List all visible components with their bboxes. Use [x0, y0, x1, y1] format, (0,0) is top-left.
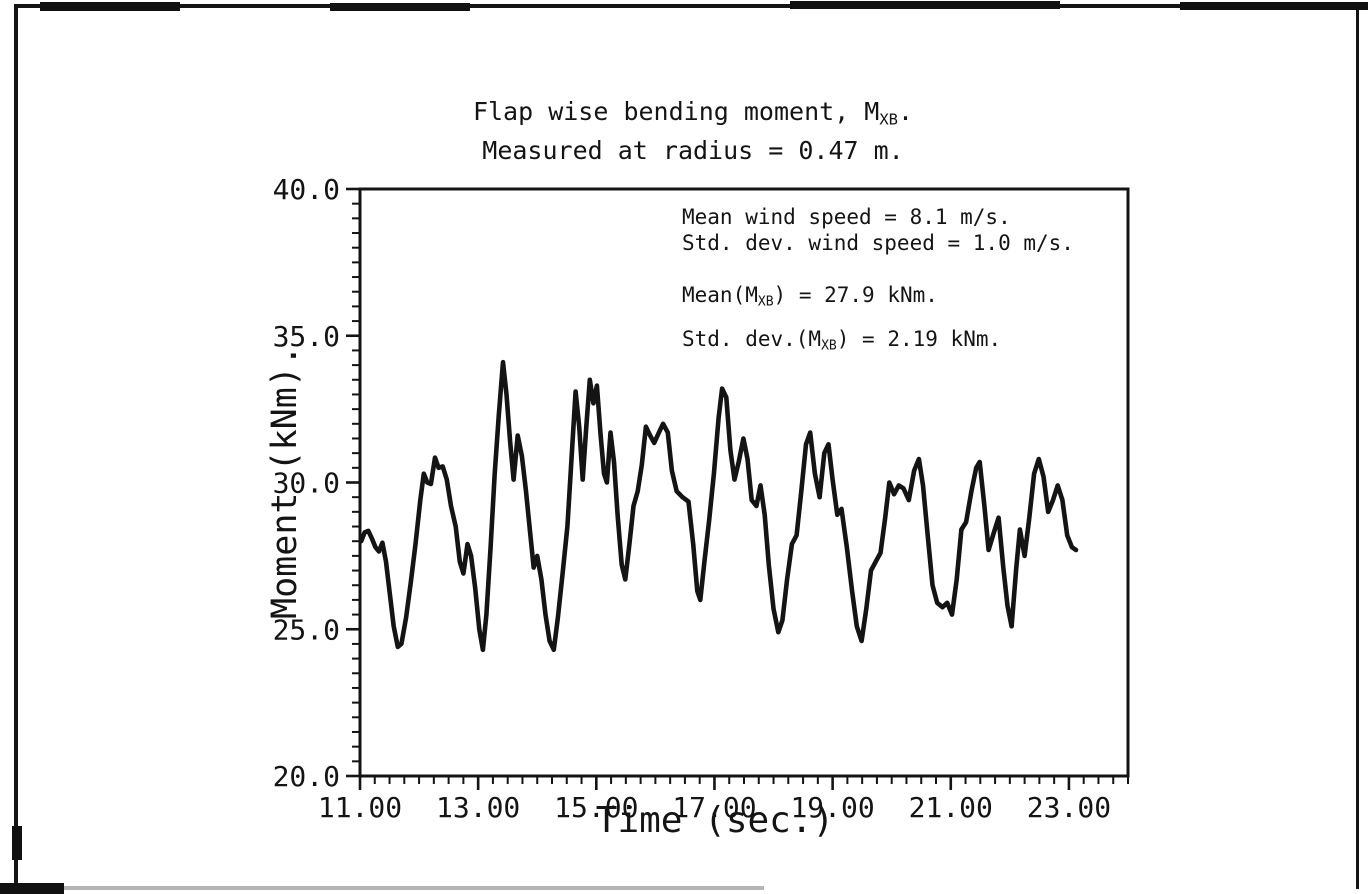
x-tick-label: 17.00 [672, 791, 756, 824]
annotation-std-wind-speed: Std. dev. wind speed = 1.0 m/s. [682, 231, 1074, 255]
scan-artifact [330, 3, 470, 11]
scan-artifact [12, 826, 22, 860]
plot-frame [358, 187, 1130, 778]
scan-artifact [790, 1, 1060, 9]
y-tick-label: 35.0 [273, 320, 340, 353]
x-tick-label: 23.00 [1027, 791, 1111, 824]
subscript-xb: XB [879, 110, 898, 129]
x-tick-label: 13.00 [436, 791, 520, 824]
y-tick-label: 20.0 [273, 760, 340, 793]
y-tick-label: 25.0 [273, 613, 340, 646]
annotation-std-moment: Std. dev.(MXB) = 2.19 kNm. [682, 327, 1002, 354]
x-axis-title: Time (sec.) [595, 800, 835, 841]
x-tick-label: 15.00 [554, 791, 638, 824]
chart-title-line1: Flap wise bending moment, MXB. [472, 97, 914, 129]
subscript-xb: XB [821, 338, 837, 354]
chart-title: Flap wise bending moment, MXB. Measured … [340, 96, 1046, 166]
scan-artifact [40, 2, 180, 11]
scan-artifact [64, 886, 764, 890]
y-tick-label: 40.0 [273, 173, 340, 206]
y-tick-label: 30.0 [273, 467, 340, 500]
annotation-mean-moment: Mean(MXB) = 27.9 kNm. [682, 283, 938, 310]
subscript-xb: XB [757, 294, 774, 310]
x-tick-label: 11.00 [318, 791, 402, 824]
scan-artifact [1180, 2, 1368, 10]
x-tick-label: 21.00 [909, 791, 993, 824]
annotation-mean-wind-speed: Mean wind speed = 8.1 m/s. [682, 205, 1011, 229]
chart-title-line2: Measured at radius = 0.47 m. [482, 136, 904, 166]
page-border-frame [14, 4, 1359, 889]
x-tick-label: 19.00 [790, 791, 874, 824]
scan-artifact [0, 883, 64, 894]
moment-trace [358, 359, 1079, 653]
